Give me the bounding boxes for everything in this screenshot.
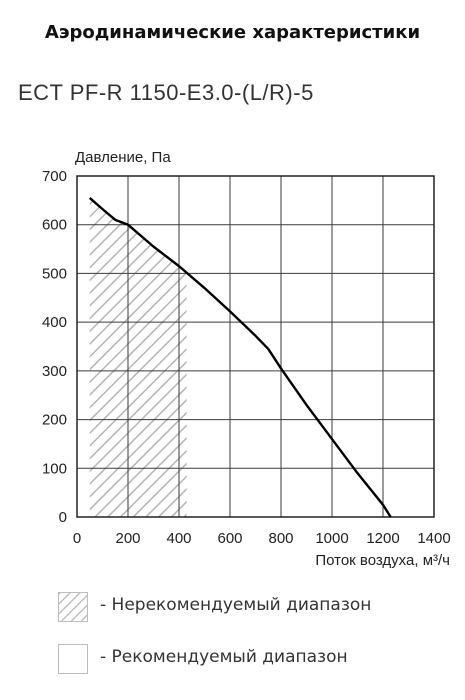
hatched-swatch-icon <box>58 592 88 622</box>
y-axis-label: Давление, Па <box>75 149 171 166</box>
page-title: Аэродинамические характеристики <box>44 22 421 43</box>
x-tick-label: 1000 <box>315 530 348 547</box>
x-tick-label: 1400 <box>417 530 450 547</box>
x-tick-label: 1200 <box>366 530 399 547</box>
x-tick-label: 200 <box>115 530 140 547</box>
x-axis-label: Поток воздуха, м³/ч <box>315 552 450 569</box>
plain-swatch-icon <box>58 644 88 674</box>
not-recommended-range-area <box>89 197 187 517</box>
x-tick-label: 0 <box>73 530 81 547</box>
y-tick-label: 700 <box>42 168 67 185</box>
legend-item-recommended: - Рекомендуемый диапазон <box>58 644 458 676</box>
legend: - Нерекомендуемый диапазон - Рекомендуем… <box>58 592 458 696</box>
y-tick-label: 600 <box>42 217 67 234</box>
x-tick-label: 800 <box>268 530 293 547</box>
pressure-flow-curve <box>88 197 392 518</box>
y-tick-label: 300 <box>42 363 67 380</box>
legend-label-recommended: - Рекомендуемый диапазон <box>100 647 348 667</box>
y-tick-label: 500 <box>42 265 67 282</box>
aerodynamic-chart: 0 200 400 600 800 1000 1200 1400 0 100 200 300 400 50… <box>42 149 451 569</box>
y-tick-label: 200 <box>42 412 67 429</box>
x-tick-label: 400 <box>166 530 191 547</box>
y-tick-label: 100 <box>42 460 67 477</box>
y-tick-label: 400 <box>42 314 67 331</box>
legend-item-not-recommended: - Нерекомендуемый диапазон <box>58 592 458 624</box>
y-tick-label: 0 <box>59 509 67 526</box>
legend-label-not-recommended: - Нерекомендуемый диапазон <box>100 595 372 615</box>
model-name: ECT PF-R 1150-E3.0-(L/R)-5 <box>18 80 314 105</box>
plot-frame <box>76 175 435 518</box>
x-tick-label: 600 <box>217 530 242 547</box>
